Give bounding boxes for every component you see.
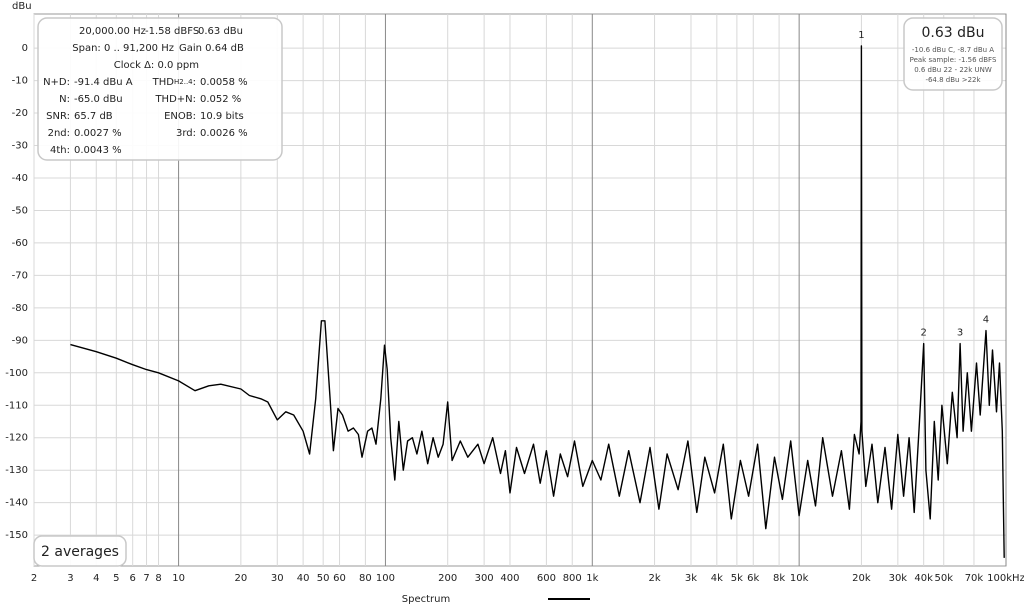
x-tick-label: 7 (143, 573, 149, 584)
x-tick-label: 60 (333, 573, 346, 584)
y-tick-label: 0 (22, 43, 28, 54)
level-box (903, 17, 1003, 91)
x-tick-label: 800 (563, 573, 582, 584)
info-label: N+D: (43, 77, 70, 88)
x-tick-label: 80 (359, 573, 372, 584)
y-tick-label: -140 (5, 498, 28, 509)
info-label: 2nd: (48, 128, 70, 139)
info-label: SNR: (46, 111, 70, 122)
x-tick-label: 20 (234, 573, 247, 584)
y-tick-label: -40 (12, 173, 28, 184)
info-label-part: THD (152, 77, 175, 88)
x-tick-label: 100 (376, 573, 395, 584)
info-value: 0.0043 % (74, 145, 122, 156)
x-tick-label: 1k (586, 573, 598, 584)
y-tick-label: -20 (12, 108, 28, 119)
x-tick-label: 600 (537, 573, 556, 584)
info-value: 0.0026 % (200, 128, 248, 139)
y-tick-label: -150 (5, 530, 28, 541)
info-value: -91.4 dBu A (74, 77, 133, 88)
x-tick-label: 5k (731, 573, 743, 584)
info-value: 0.052 % (200, 94, 241, 105)
y-tick-label: -80 (12, 303, 28, 314)
info-value: 0.0027 % (74, 128, 122, 139)
y-tick-label: -70 (12, 270, 28, 281)
x-tick-label: 3 (67, 573, 73, 584)
level-value: 0.63 dBu (922, 25, 985, 41)
y-tick-label: -10 (12, 76, 28, 87)
averages: 2 averages (41, 544, 119, 560)
info-value: 65.7 dB (74, 111, 113, 122)
y-tick-label: -120 (5, 433, 28, 444)
x-tick-label: 2k (648, 573, 660, 584)
spectrum-line (70, 45, 1005, 558)
x-tick-label: 300 (475, 573, 494, 584)
level-detail: Peak sample: -1.56 dBFS (910, 56, 997, 64)
x-tick-label: 40k (914, 573, 933, 584)
x-tick-label: 400 (500, 573, 519, 584)
info-label: 4th: (50, 145, 70, 156)
x-tick-label: 50k (934, 573, 953, 584)
info-freq: 20,000.00 Hz (79, 26, 146, 37)
x-tick-label: 2 (31, 573, 37, 584)
info-value: 10.9 bits (200, 111, 244, 122)
x-tick-label: 70k (965, 573, 984, 584)
y-tick-label: -60 (12, 238, 28, 249)
info-value: 0.0058 % (200, 77, 248, 88)
info-label: 3rd: (176, 128, 196, 139)
peak-label: 2 (920, 328, 926, 339)
x-tick-label: 8 (155, 573, 161, 584)
x-tick-label: 4 (93, 573, 99, 584)
level-detail: 0.6 dBu 22 - 22k UNW (914, 66, 992, 74)
x-tick-label: 100kHz (987, 573, 1024, 584)
x-tick-label: 10 (172, 573, 185, 584)
x-tick-label: 3k (685, 573, 697, 584)
legend-label[interactable]: Spectrum (402, 594, 450, 605)
x-tick-label: 8k (773, 573, 785, 584)
y-tick-label: -50 (12, 205, 28, 216)
info-label-part: H2..4 (174, 78, 193, 86)
x-tick-label: 10k (790, 573, 809, 584)
peak-label: 1 (858, 30, 864, 41)
info-dbfs: -1.58 dBFS (145, 26, 199, 37)
x-tick-label: 40 (297, 573, 310, 584)
x-tick-label: 6 (130, 573, 136, 584)
level-detail: -10.6 dBu C, -8.7 dBu A (912, 46, 994, 54)
info-label: THD+N: (154, 94, 196, 105)
x-tick-label: 5 (113, 573, 119, 584)
info-gain: Gain 0.64 dB (179, 43, 244, 54)
y-axis-label: dBu (12, 1, 32, 12)
averages-box (33, 535, 127, 567)
info-box (37, 17, 283, 161)
x-tick-label: 50 (317, 573, 330, 584)
peak-label: 4 (983, 315, 989, 326)
x-tick-label: 20k (852, 573, 871, 584)
x-tick-label: 200 (438, 573, 457, 584)
info-label: THDH2..4: (152, 77, 196, 88)
x-tick-label: 30 (271, 573, 284, 584)
x-tick-label: 6k (747, 573, 759, 584)
y-tick-label: -100 (5, 368, 28, 379)
info-label: N: (59, 94, 70, 105)
info-value: -65.0 dBu (74, 94, 123, 105)
y-tick-label: -110 (5, 400, 28, 411)
x-tick-label: 30k (889, 573, 908, 584)
y-tick-label: -90 (12, 335, 28, 346)
y-tick-label: -130 (5, 465, 28, 476)
x-tick-label: 4k (711, 573, 723, 584)
y-tick-label: -30 (12, 141, 28, 152)
info-label-part: : (193, 77, 196, 88)
info-label: ENOB: (164, 111, 196, 122)
peak-label: 3 (957, 328, 963, 339)
info-clock: Clock Δ: 0.0 ppm (114, 60, 199, 71)
info-span: Span: 0 .. 91,200 Hz (72, 43, 174, 54)
level-detail: -64.8 dBu >22k (925, 76, 981, 84)
info-dbu: 0.63 dBu (198, 26, 243, 37)
